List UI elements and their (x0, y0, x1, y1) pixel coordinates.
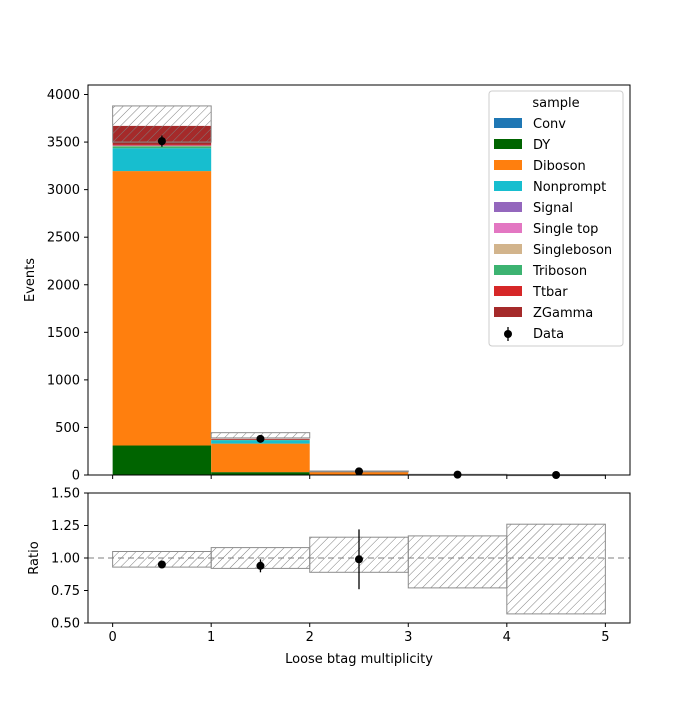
x-axis-label: Loose btag multiplicity (285, 652, 433, 667)
legend-title: sample (532, 96, 579, 111)
ratio-y-tick-label-2: 1.00 (51, 552, 80, 567)
x-tick-label-3: 3 (404, 630, 412, 645)
legend-swatch-dy (494, 139, 522, 149)
legend: sample Conv DY Diboson Nonprompt Signal Single… (489, 91, 623, 346)
x-tick-label-1: 1 (207, 630, 215, 645)
main-y-tick-label-5: 2500 (47, 231, 80, 246)
main-y-tick-label-6: 3000 (47, 183, 80, 198)
legend-swatch-nonprompt (494, 181, 522, 191)
legend-label-conv: Conv (533, 117, 566, 132)
x-tick-label-2: 2 (306, 630, 314, 645)
x-tick-label-5: 5 (601, 630, 609, 645)
main-y-tick-label-2: 1000 (47, 373, 80, 388)
ratio-point-1 (256, 562, 264, 570)
legend-label-diboson: Diboson (533, 159, 586, 174)
ratio-plot: 0.50 0.75 1.00 1.25 1.50 0 1 2 3 4 5 Ratio Loose bta… (27, 487, 630, 668)
legend-label-nonprompt: Nonprompt (533, 180, 606, 195)
legend-swatch-ttbar (494, 286, 522, 296)
legend-label-single-top: Single top (533, 222, 598, 237)
ratio-point-2 (355, 555, 363, 563)
legend-label-triboson: Triboson (532, 264, 587, 279)
legend-label-zgamma: ZGamma (533, 306, 593, 321)
legend-data-marker (504, 330, 512, 338)
bar-diboson-bin-0 (113, 171, 212, 445)
legend-swatch-conv (494, 118, 522, 128)
bar-dy-bin-0 (113, 446, 212, 475)
legend-label-signal: Signal (533, 201, 573, 216)
data-point-0 (158, 137, 166, 145)
ratio-band-bin-3 (408, 536, 507, 588)
main-y-tick-label-8: 4000 (47, 88, 80, 103)
main-y-axis-label: Events (23, 258, 38, 302)
ratio-point-0 (158, 561, 166, 569)
x-tick-label-4: 4 (503, 630, 511, 645)
legend-label-singleboson: Singleboson (533, 243, 612, 258)
ratio-y-tick-label-4: 1.50 (51, 487, 80, 502)
data-point-1 (256, 435, 264, 443)
ratio-y-axis-label: Ratio (27, 541, 42, 574)
main-y-tick-label-7: 3500 (47, 136, 80, 151)
legend-label-ttbar: Ttbar (532, 285, 568, 300)
main-y-tick-label-4: 2000 (47, 278, 80, 293)
x-tick-label-0: 0 (108, 630, 116, 645)
bar-diboson-bin-1 (211, 444, 310, 473)
legend-swatch-triboson (494, 265, 522, 275)
main-y-tick-label-0: 0 (72, 469, 80, 484)
legend-label-data: Data (533, 327, 564, 342)
legend-label-dy: DY (533, 138, 550, 153)
bar-nonprompt-bin-0 (113, 148, 212, 171)
legend-swatch-singleboson (494, 244, 522, 254)
data-point-2 (355, 467, 363, 475)
main-y-tick-label-3: 1500 (47, 326, 80, 341)
legend-swatch-single-top (494, 223, 522, 233)
ratio-y-tick-label-3: 1.25 (51, 519, 80, 534)
legend-swatch-zgamma (494, 307, 522, 317)
ratio-y-tick-label-0: 0.50 (51, 617, 80, 632)
ratio-band-bin-4 (507, 524, 606, 614)
legend-swatch-signal (494, 202, 522, 212)
ratio-y-tick-label-1: 0.75 (51, 584, 80, 599)
main-y-tick-label-1: 500 (55, 421, 80, 436)
legend-swatch-diboson (494, 160, 522, 170)
